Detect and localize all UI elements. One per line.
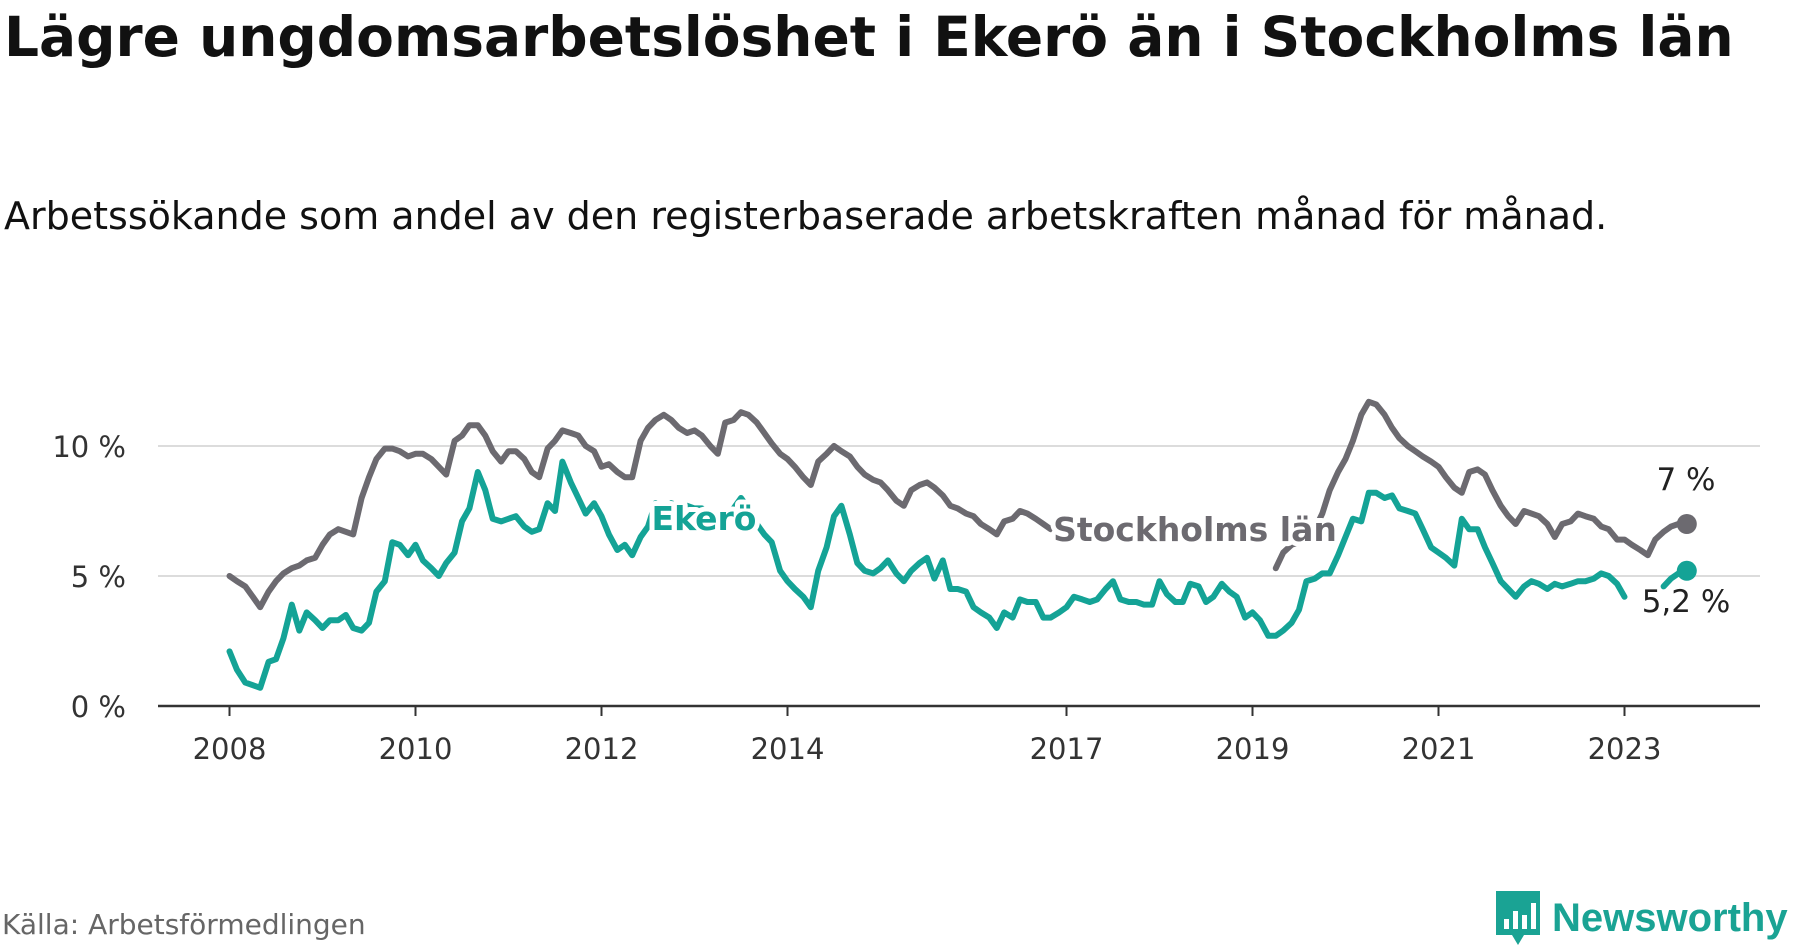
x-tick-label: 2010: [379, 732, 453, 766]
x-tick-label: 2021: [1402, 732, 1476, 766]
x-tick-label: 2019: [1216, 732, 1290, 766]
stockholm-series-line: [226, 409, 1063, 611]
stockholm-end-point: [1676, 514, 1697, 534]
x-tick-label: 2014: [751, 732, 825, 766]
ekero-series-label: Ekerö: [652, 499, 757, 538]
x-tick-label: 2017: [1030, 732, 1104, 766]
source-note: Källa: Arbetsförmedlingen: [2, 908, 366, 941]
series-labels: Stockholms län Ekerö 7 % 5,2 %: [647, 458, 1735, 624]
ekero-end-value-label: 5,2 %: [1642, 584, 1731, 620]
x-tick-label: 2008: [193, 732, 267, 766]
stockholm-end-value-label: 7 %: [1656, 462, 1715, 498]
x-tick-label: 2023: [1588, 732, 1662, 766]
stockholm-series-label: Stockholms län: [1053, 510, 1337, 549]
series-lines: [226, 398, 1697, 691]
line-chart: 2008 2010 2012 2014 2017 2019 2021 2023 0 % 5 % 1…: [52, 398, 1760, 766]
brand-name: Newsworthy: [1552, 895, 1788, 940]
y-tick-label: 5 %: [71, 560, 126, 594]
chart-subtitle: Arbetssökande som andel av den registerb…: [4, 194, 1608, 238]
y-tick-label: 0 %: [71, 690, 126, 724]
ekero-series-line: [226, 458, 1628, 691]
x-tick-label: 2012: [565, 732, 639, 766]
chart-title: Lägre ungdomsarbetslöshet i Ekerö än i S…: [4, 5, 1734, 69]
newsworthy-logo-icon: [1496, 891, 1540, 945]
y-tick-label: 10 %: [52, 430, 126, 464]
gridlines: [158, 445, 1760, 577]
stockholm-series-line: [1272, 398, 1690, 572]
newsworthy-logo: Newsworthy: [1494, 888, 1788, 948]
ekero-end-point: [1676, 560, 1697, 581]
y-axis-ticks: 0 % 5 % 10 %: [52, 430, 126, 724]
x-axis: 2008 2010 2012 2014 2017 2019 2021 2023: [158, 704, 1760, 766]
